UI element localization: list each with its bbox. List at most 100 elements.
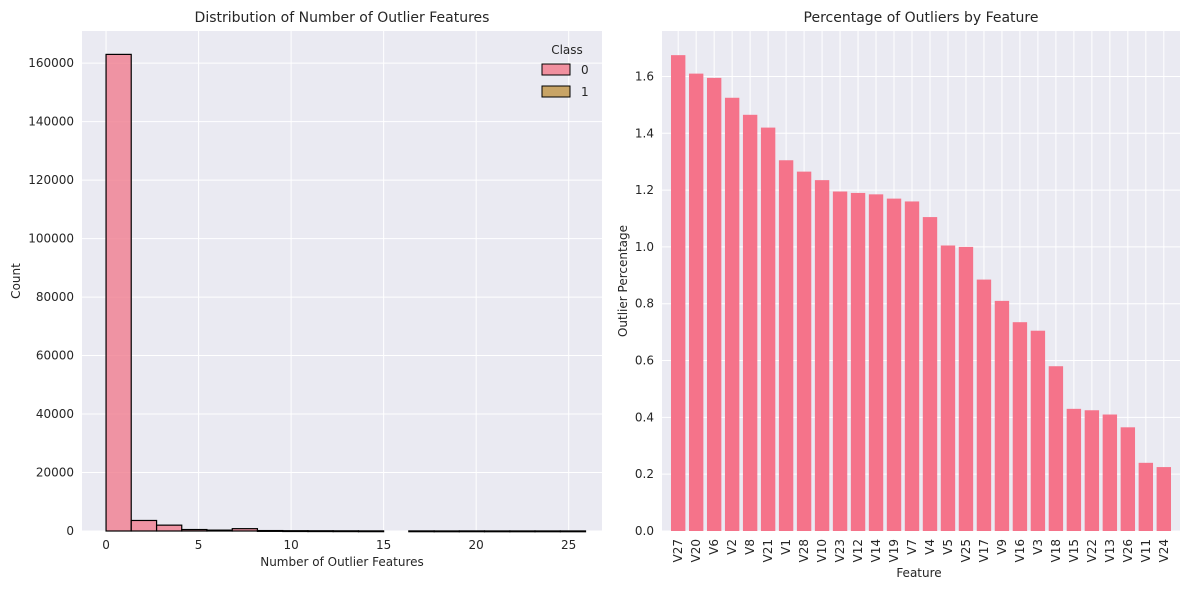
- histogram-y-tick-label: 140000: [28, 115, 74, 129]
- bar-chart: V27 V20 V6 V2 V8 V21 V1 V28 V10 V23 V12 V14 V19 V7 V4 V…: [616, 10, 1180, 580]
- histogram-bars: [105, 53, 587, 533]
- bar-x-tick-label: V23: [833, 539, 847, 562]
- bar-V1: [778, 160, 794, 532]
- bar-V13: [1102, 414, 1118, 531]
- bar-V11: [1138, 462, 1154, 531]
- bar-y-label: Outlier Percentage: [616, 225, 630, 337]
- histogram-x-tick-label: 20: [469, 538, 484, 552]
- bar-plot-area: [662, 31, 1180, 531]
- bar-x-tick-label: V26: [1121, 539, 1135, 562]
- bar-V14: [868, 194, 884, 531]
- histogram-x-tick-label: 10: [283, 538, 298, 552]
- histogram-x-tick-label: 5: [195, 538, 203, 552]
- histogram-bar-class-0: [433, 530, 460, 533]
- histogram-bar-class-0: [206, 529, 233, 532]
- bar-x-tick-label: V18: [1049, 539, 1063, 562]
- bar-y-ticks: 0.0 0.2 0.4 0.6 0.8 1.0 1.2 1.4 1.6: [635, 69, 654, 538]
- bar-x-tick-label: V4: [923, 539, 937, 555]
- bar-x-tick-label: V5: [941, 539, 955, 555]
- legend-entry-0: 0: [581, 63, 589, 77]
- histogram-bar-class-1: [559, 530, 587, 533]
- bar-y-tick-label: 0.0: [635, 524, 654, 538]
- bar-V9: [994, 300, 1010, 531]
- histogram-bar-class-0: [256, 529, 284, 532]
- bar-x-tick-label: V9: [995, 539, 1009, 555]
- bar-x-tick-label: V21: [761, 539, 775, 562]
- bar-x-tick-label: V7: [905, 539, 919, 555]
- bar-V24: [1156, 467, 1172, 531]
- histogram-title: Distribution of Number of Outlier Featur…: [195, 10, 490, 26]
- bar-x-tick-label: V2: [725, 539, 739, 555]
- histogram-y-tick-label: 80000: [36, 290, 74, 304]
- bar-x-tick-label: V6: [707, 539, 721, 555]
- histogram-bar-class-0: [282, 530, 309, 533]
- histogram-y-tick-label: 20000: [36, 466, 74, 480]
- histogram-y-tick-label: 160000: [28, 56, 74, 70]
- bar-V3: [1030, 330, 1046, 531]
- histogram-y-tick-label: 0: [66, 524, 74, 538]
- bar-V21: [760, 127, 776, 531]
- bar-title: Percentage of Outliers by Feature: [804, 10, 1039, 26]
- bar-x-tick-label: V1: [779, 539, 793, 555]
- bar-x-tick-label: V25: [959, 539, 973, 562]
- bar-x-tick-label: V28: [797, 539, 811, 562]
- legend-title: Class: [551, 43, 583, 57]
- bar-x-tick-label: V19: [887, 539, 901, 562]
- bar-y-tick-label: 0.2: [635, 467, 654, 481]
- histogram-x-ticks: 0 5 10 15 20 25: [102, 538, 576, 552]
- bar-bars: [670, 55, 1172, 532]
- histogram-y-label: Count: [9, 263, 23, 299]
- bar-y-tick-label: 1.2: [635, 183, 654, 197]
- histogram-bar-class-1: [483, 530, 511, 533]
- bar-V7: [904, 201, 920, 532]
- histogram-x-tick-label: 25: [561, 538, 576, 552]
- histogram-plot-area: [82, 31, 602, 531]
- bar-V27: [670, 55, 686, 531]
- histogram-y-tick-label: 100000: [28, 232, 74, 246]
- bar-x-tick-label: V13: [1103, 539, 1117, 562]
- bar-x-tick-label: V15: [1067, 539, 1081, 562]
- bar-x-ticks: V27 V20 V6 V2 V8 V21 V1 V28 V10 V23 V12 V14 V19 V7 V4 V…: [671, 539, 1171, 562]
- histogram-bar-class-0: [181, 528, 208, 532]
- histogram-bar-class-0: [357, 530, 385, 533]
- bar-x-tick-label: V10: [815, 539, 829, 562]
- histogram-chart: 0 5 10 15 20 25 02000040000600008000010000012…: [9, 10, 602, 569]
- legend-swatch-1: [541, 85, 571, 98]
- bar-V12: [850, 192, 866, 531]
- bar-x-tick-label: V16: [1013, 539, 1027, 562]
- bar-V23: [832, 191, 848, 532]
- bar-y-tick-label: 0.4: [635, 410, 654, 424]
- histogram-y-tick-label: 120000: [28, 173, 74, 187]
- bar-x-tick-label: V27: [671, 539, 685, 562]
- bar-V28: [796, 171, 812, 531]
- bar-V15: [1066, 408, 1082, 531]
- histogram-bar-class-0: [155, 524, 183, 532]
- bar-V4: [922, 217, 938, 532]
- histogram-grid: [82, 31, 602, 532]
- bar-V2: [724, 97, 740, 532]
- histogram-bar-class-0: [307, 530, 334, 533]
- histogram-bar-class-0: [130, 519, 158, 532]
- histogram-bar-class-0: [105, 53, 132, 532]
- bar-V16: [1012, 322, 1028, 531]
- bar-y-tick-label: 1.0: [635, 240, 654, 254]
- bar-V8: [742, 114, 758, 531]
- bar-V5: [940, 245, 956, 531]
- bar-V18: [1048, 366, 1064, 531]
- bar-x-tick-label: V11: [1139, 539, 1153, 562]
- histogram-x-label: Number of Outlier Features: [260, 555, 424, 569]
- bar-V25: [958, 246, 974, 531]
- bar-V20: [688, 73, 704, 531]
- histogram-y-tick-label: 40000: [36, 407, 74, 421]
- bar-y-tick-label: 1.4: [635, 126, 654, 140]
- histogram-bar-class-1: [458, 530, 486, 533]
- histogram-y-ticks: 0 20000 40000 60000 80000 100000 120000 140000 1…: [28, 56, 74, 538]
- bar-x-tick-label: V20: [689, 539, 703, 562]
- bar-x-tick-label: V24: [1157, 539, 1171, 562]
- bar-x-tick-label: V14: [869, 539, 883, 562]
- histogram-x-tick-label: 15: [376, 538, 391, 552]
- legend-entry-1: 1: [581, 85, 589, 99]
- histogram-bar-class-0: [408, 530, 435, 533]
- bar-y-tick-label: 0.6: [635, 354, 654, 368]
